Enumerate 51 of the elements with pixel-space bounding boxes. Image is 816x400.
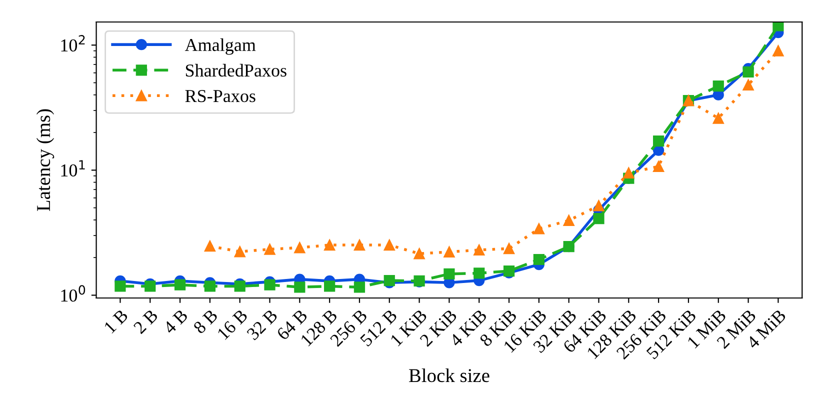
point <box>294 242 306 254</box>
point <box>444 268 455 280</box>
point <box>772 45 784 56</box>
point <box>324 239 336 251</box>
legend-label: Amalgam <box>184 38 256 55</box>
x-tick-label: 1 B <box>104 308 128 334</box>
point <box>533 223 544 234</box>
point <box>742 66 754 78</box>
point <box>563 214 574 226</box>
point <box>742 79 754 91</box>
point <box>114 280 126 292</box>
point <box>264 244 276 255</box>
y-tick-label: 10$^{2}$ <box>61 35 85 52</box>
point <box>354 239 366 251</box>
point <box>204 240 216 252</box>
y-axis-title: Latency (ms) <box>36 109 54 211</box>
point <box>294 282 306 293</box>
x-tick-label: 4 B <box>162 308 188 334</box>
point <box>503 243 515 254</box>
point <box>174 279 186 290</box>
point <box>712 112 724 124</box>
legend-label: RS-Paxos <box>185 90 256 102</box>
point <box>653 135 664 147</box>
point <box>593 200 604 212</box>
y-tick-label: 10$^{1}$ <box>61 160 85 177</box>
point <box>772 22 784 32</box>
point <box>444 246 455 258</box>
point <box>324 280 336 292</box>
point <box>533 254 544 266</box>
point <box>384 239 395 251</box>
point <box>474 268 485 279</box>
x-tick-label: 16 B <box>216 308 248 340</box>
legend-label: ShardedPaxos <box>186 64 286 77</box>
point <box>593 213 604 224</box>
x-axis-title: Block size <box>408 368 490 382</box>
point <box>144 280 156 292</box>
point <box>264 279 276 290</box>
x-tick-label: 8 B <box>192 308 218 334</box>
point <box>204 280 216 292</box>
point <box>414 248 425 260</box>
point <box>234 280 246 292</box>
point <box>653 160 664 172</box>
point <box>384 274 395 286</box>
point <box>354 282 366 293</box>
point <box>623 167 634 178</box>
point <box>474 244 485 256</box>
y-tick-label: 10$^{0}$ <box>61 285 86 302</box>
point <box>234 246 246 258</box>
point <box>712 80 724 92</box>
x-tick-label: 32 B <box>246 308 278 341</box>
x-tick-label: 2 B <box>132 308 158 334</box>
